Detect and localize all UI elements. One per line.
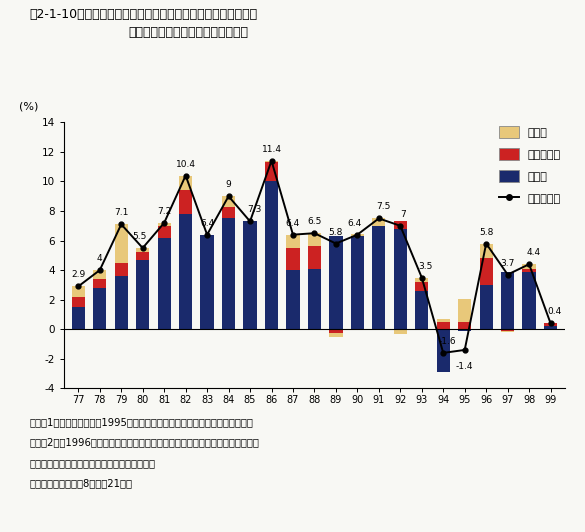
Bar bbox=[522, 269, 536, 272]
Text: 増加率に対する組織別寄与度の推移: 増加率に対する組織別寄与度の推移 bbox=[129, 26, 249, 39]
Bar bbox=[222, 206, 235, 219]
Text: （参照：付属資料（8）、（21））: （参照：付属資料（8）、（21）） bbox=[29, 478, 132, 488]
Text: 5.5: 5.5 bbox=[133, 232, 147, 241]
Bar bbox=[157, 223, 171, 226]
Bar bbox=[329, 236, 343, 329]
Bar bbox=[265, 181, 278, 329]
Text: 3.5: 3.5 bbox=[419, 262, 433, 271]
Text: 6.4: 6.4 bbox=[200, 219, 214, 228]
Bar bbox=[436, 322, 450, 329]
Text: 11.4: 11.4 bbox=[261, 145, 281, 154]
Bar bbox=[351, 329, 364, 330]
Text: 7.3: 7.3 bbox=[247, 205, 261, 214]
Text: 4.4: 4.4 bbox=[526, 248, 541, 257]
Text: (%): (%) bbox=[19, 102, 39, 112]
Bar bbox=[415, 291, 428, 329]
Bar bbox=[394, 229, 407, 329]
Bar bbox=[93, 279, 106, 288]
Text: 5.8: 5.8 bbox=[479, 228, 493, 237]
Bar bbox=[243, 221, 257, 329]
Bar bbox=[351, 236, 364, 329]
Bar bbox=[501, 329, 514, 331]
Bar bbox=[265, 162, 278, 181]
Bar bbox=[329, 333, 343, 337]
Text: 10.4: 10.4 bbox=[176, 160, 195, 169]
Text: 7.5: 7.5 bbox=[376, 203, 390, 212]
Bar bbox=[201, 235, 214, 329]
Text: 7.2: 7.2 bbox=[157, 207, 171, 216]
Bar bbox=[179, 190, 192, 214]
Bar bbox=[115, 225, 128, 263]
Bar bbox=[544, 323, 558, 326]
Bar bbox=[71, 307, 85, 329]
Bar bbox=[544, 326, 558, 329]
Bar bbox=[329, 329, 343, 333]
Text: 5.8: 5.8 bbox=[329, 228, 343, 237]
Bar bbox=[93, 288, 106, 329]
Bar bbox=[308, 246, 321, 269]
Bar bbox=[415, 282, 428, 291]
Bar bbox=[458, 329, 472, 331]
Bar bbox=[522, 264, 536, 269]
Bar bbox=[265, 161, 278, 162]
Bar bbox=[222, 219, 235, 329]
Bar bbox=[157, 226, 171, 238]
Bar bbox=[286, 270, 300, 329]
Bar bbox=[115, 276, 128, 329]
Bar bbox=[286, 235, 300, 248]
Bar bbox=[372, 226, 386, 329]
Text: 7.1: 7.1 bbox=[114, 209, 129, 218]
Text: -1.6: -1.6 bbox=[439, 337, 456, 346]
Legend: 大学等, 研究機関計, 会社等, 実質増加率: 大学等, 研究機関計, 会社等, 実質増加率 bbox=[495, 122, 564, 207]
Bar bbox=[308, 269, 321, 329]
Bar bbox=[222, 196, 235, 206]
Bar bbox=[501, 272, 514, 329]
Bar bbox=[480, 259, 493, 285]
Bar bbox=[136, 260, 149, 329]
Text: 9: 9 bbox=[226, 180, 232, 189]
Bar bbox=[458, 322, 472, 329]
Bar bbox=[394, 329, 407, 334]
Bar bbox=[71, 297, 85, 307]
Text: 2.9: 2.9 bbox=[71, 270, 85, 279]
Bar bbox=[501, 331, 514, 332]
Text: 7: 7 bbox=[400, 210, 406, 219]
Text: 4: 4 bbox=[97, 254, 102, 263]
Bar bbox=[157, 238, 171, 329]
Text: 6.4: 6.4 bbox=[347, 219, 362, 228]
Text: 3.7: 3.7 bbox=[500, 259, 515, 268]
Bar bbox=[394, 221, 407, 229]
Bar bbox=[372, 218, 386, 226]
Text: 第2-1-10図　我が国における実質研究費（使用額）の対前年度: 第2-1-10図 我が国における実質研究費（使用額）の対前年度 bbox=[29, 8, 257, 21]
Bar bbox=[115, 263, 128, 276]
Bar bbox=[415, 278, 428, 282]
Bar bbox=[93, 270, 106, 279]
Text: 6.5: 6.5 bbox=[307, 217, 322, 226]
Bar bbox=[436, 319, 450, 322]
Bar bbox=[458, 299, 472, 322]
Bar bbox=[372, 329, 386, 330]
Bar bbox=[286, 248, 300, 270]
Text: 0.4: 0.4 bbox=[548, 307, 562, 317]
Bar bbox=[136, 252, 149, 260]
Bar bbox=[179, 214, 192, 329]
Bar bbox=[179, 176, 192, 190]
Bar bbox=[308, 233, 321, 246]
Text: 注）　1．　デフレータは1995年度を基準とし、各組織別の値を用いている。: 注） 1． デフレータは1995年度を基準とし、各組織別の値を用いている。 bbox=[29, 418, 253, 428]
Bar bbox=[71, 286, 85, 297]
Bar bbox=[480, 244, 493, 259]
Text: -1.4: -1.4 bbox=[456, 362, 473, 371]
Bar bbox=[136, 248, 149, 252]
Text: 資料：総務省統計局「科学技術研究調査報告」: 資料：総務省統計局「科学技術研究調査報告」 bbox=[29, 459, 155, 469]
Bar bbox=[351, 234, 364, 236]
Bar bbox=[436, 329, 450, 372]
Bar bbox=[480, 285, 493, 329]
Text: 2．　1996年度よりソフトウェア業が新たに調査対象業種となっている。: 2． 1996年度よりソフトウェア業が新たに調査対象業種となっている。 bbox=[29, 437, 259, 447]
Bar bbox=[243, 329, 257, 330]
Bar bbox=[522, 272, 536, 329]
Text: 6.4: 6.4 bbox=[286, 219, 300, 228]
